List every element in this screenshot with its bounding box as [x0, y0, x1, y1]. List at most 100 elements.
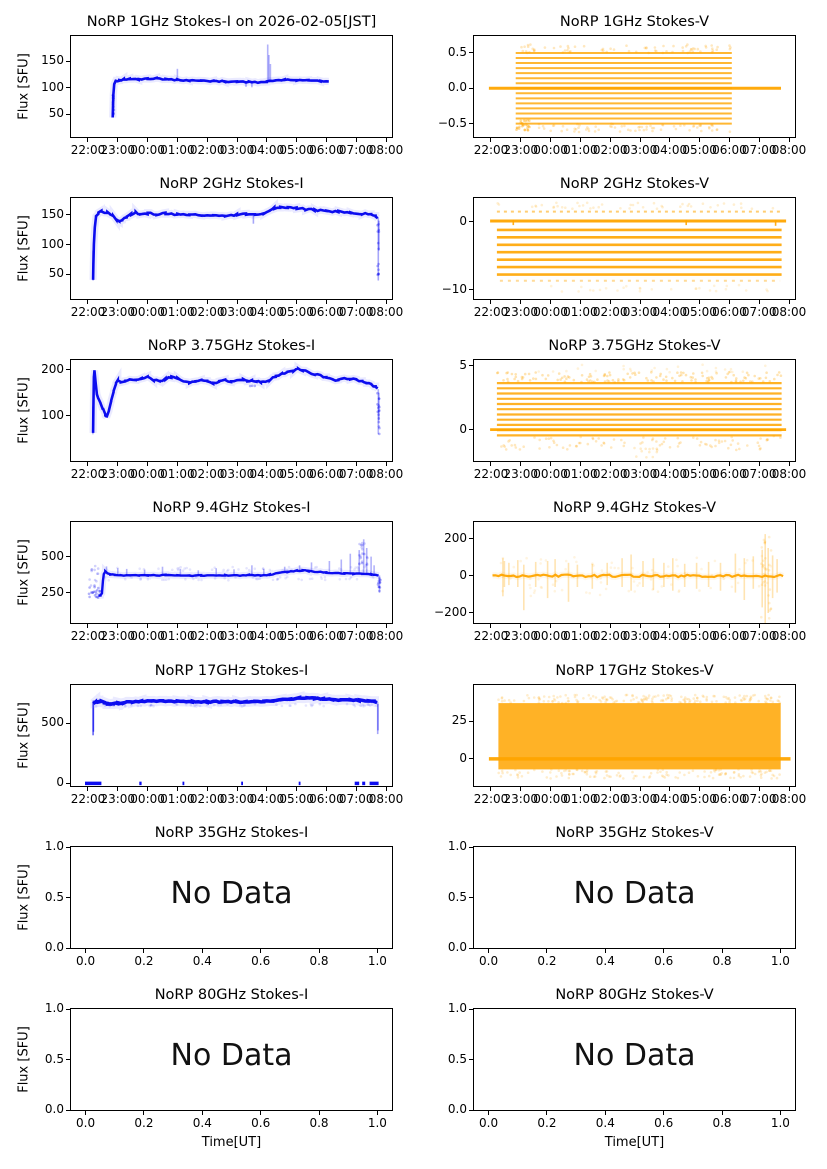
x-tick-label: 0.0: [76, 954, 96, 968]
plot-svg-norp-9.4ghz-stokes-v: [492, 534, 785, 623]
x-tick-label: 22:00: [70, 143, 106, 157]
x-tick-mark: [260, 949, 262, 953]
x-tick-label: 02:00: [592, 467, 628, 481]
x-tick-mark: [236, 624, 238, 628]
y-tick-label: 0.5: [447, 1051, 467, 1066]
x-tick-label: 03:00: [622, 143, 658, 157]
y-tick-label: 100: [41, 79, 64, 94]
x-tick-mark: [488, 949, 490, 953]
x-tick-label: 03:00: [219, 143, 255, 157]
x-tick-label: 01:00: [160, 467, 195, 481]
x-tick-mark: [609, 300, 611, 304]
x-tick-mark: [318, 1111, 320, 1115]
x-tick-mark: [728, 300, 730, 304]
y-tick-mark: [66, 415, 70, 417]
y-tick-mark: [66, 273, 70, 275]
x-tick-label: 0.6: [251, 1116, 271, 1130]
panel-title: NoRP 2GHz Stokes-V: [559, 176, 710, 192]
y-tick-mark: [469, 1109, 473, 1111]
x-tick-mark: [325, 787, 327, 791]
x-tick-label: 05:00: [279, 143, 314, 157]
plot-svg-norp-1ghz-stokes-i: [109, 44, 329, 118]
plot-svg-norp-1ghz-stokes-v: [488, 43, 781, 134]
x-tick-label: 04:00: [249, 467, 285, 481]
plot-area-norp-80ghz-stokes-i: [70, 1008, 393, 1111]
x-tick-mark: [639, 787, 641, 791]
x-tick-label: 05:00: [682, 143, 717, 157]
y-tick-mark: [66, 1109, 70, 1111]
x-tick-label: 04:00: [652, 792, 688, 806]
x-tick-label: 0.6: [654, 954, 674, 968]
y-tick-mark: [66, 556, 70, 558]
x-tick-mark: [385, 624, 387, 628]
x-tick-mark: [663, 949, 665, 953]
x-tick-label: 00:00: [533, 792, 568, 806]
x-tick-mark: [236, 138, 238, 142]
x-tick-label: 08:00: [368, 629, 404, 643]
x-tick-label: 02:00: [592, 143, 628, 157]
x-tick-mark: [520, 300, 522, 304]
x-tick-mark: [488, 1111, 490, 1115]
x-tick-label: 03:00: [219, 792, 255, 806]
y-tick-label: 0: [459, 750, 467, 765]
y-tick-mark: [469, 123, 473, 125]
x-tick-mark: [788, 462, 790, 466]
x-tick-mark: [176, 462, 178, 466]
y-tick-mark: [469, 538, 473, 540]
x-tick-label: 01:00: [563, 792, 598, 806]
x-tick-mark: [728, 138, 730, 142]
x-tick-mark: [728, 462, 730, 466]
panel-title: NoRP 3.75GHz Stokes-I: [147, 338, 316, 354]
x-tick-label: 1.0: [367, 1116, 387, 1130]
y-tick-label: 1.0: [447, 839, 467, 853]
y-axis-label: Flux [SFU]: [16, 701, 32, 769]
x-tick-mark: [176, 624, 178, 628]
x-tick-label: 0.8: [309, 954, 329, 968]
x-tick-label: 06:00: [712, 305, 747, 319]
x-tick-mark: [788, 138, 790, 142]
x-tick-label: 00:00: [130, 143, 165, 157]
x-tick-label: 23:00: [503, 467, 539, 481]
x-tick-mark: [550, 624, 552, 628]
x-tick-mark: [87, 624, 89, 628]
y-tick-label: 0: [459, 421, 467, 436]
x-tick-mark: [520, 787, 522, 791]
x-tick-mark: [266, 300, 268, 304]
x-tick-label: 07:00: [741, 467, 777, 481]
x-tick-label: 0.0: [76, 1116, 96, 1130]
x-tick-mark: [176, 138, 178, 142]
x-tick-label: 05:00: [682, 629, 717, 643]
x-tick-mark: [117, 787, 119, 791]
x-tick-mark: [550, 787, 552, 791]
x-tick-mark: [87, 138, 89, 142]
x-tick-mark: [206, 462, 208, 466]
x-tick-mark: [490, 624, 492, 628]
y-tick-label: 250: [41, 584, 64, 599]
x-tick-mark: [355, 624, 357, 628]
panel-title: NoRP 35GHz Stokes-I: [154, 825, 309, 841]
plot-area-norp-1ghz-stokes-v: [473, 35, 796, 138]
y-tick-label: 150: [41, 53, 64, 68]
x-tick-label: 01:00: [160, 792, 195, 806]
x-tick-mark: [206, 138, 208, 142]
x-tick-mark: [296, 787, 298, 791]
x-tick-label: 06:00: [712, 467, 747, 481]
y-tick-label: 500: [41, 715, 64, 730]
no-data-text: No Data: [573, 875, 696, 911]
x-tick-label: 06:00: [309, 305, 344, 319]
x-tick-label: 01:00: [563, 305, 598, 319]
x-tick-label: 23:00: [503, 792, 539, 806]
x-tick-label: 07:00: [741, 792, 777, 806]
panel-title: NoRP 17GHz Stokes-I: [154, 663, 309, 679]
plot-area-norp-2ghz-stokes-v: [473, 197, 796, 300]
x-tick-label: 08:00: [771, 143, 807, 157]
plot-area-norp-80ghz-stokes-v: [473, 1008, 796, 1111]
x-tick-mark: [355, 138, 357, 142]
x-tick-mark: [296, 462, 298, 466]
y-tick-label: 0.0: [44, 1102, 64, 1116]
x-tick-label: 23:00: [100, 143, 136, 157]
x-tick-mark: [699, 138, 701, 142]
y-tick-mark: [66, 113, 70, 115]
x-tick-mark: [550, 138, 552, 142]
x-tick-mark: [788, 787, 790, 791]
